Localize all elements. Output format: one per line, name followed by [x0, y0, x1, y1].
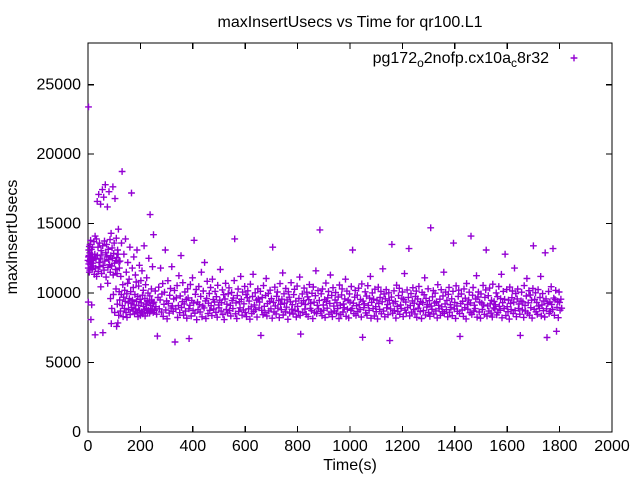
x-tick-label: 2000: [594, 438, 630, 455]
axis-ticks: [87, 43, 613, 433]
x-tick-label: 1400: [437, 438, 473, 455]
y-tick-label: 0: [72, 424, 81, 441]
legend-label-subscript: o: [417, 56, 424, 70]
chart-title: maxInsertUsecs vs Time for qr100.L1: [218, 14, 483, 31]
x-axis-label: Time(s): [323, 457, 377, 474]
legend-label: pg172o2nofp.cx10ac8r32: [373, 50, 550, 70]
legend-label-part: 8r32: [517, 50, 549, 67]
axis-tick-labels: 0 200 400 600 800 1000 1200 1400 1600 1800 2000050…: [37, 77, 630, 455]
y-axis-label: maxInsertUsecs: [4, 180, 21, 295]
legend-label-part: 2nofp.cx10a: [424, 50, 511, 67]
x-tick-label: 0: [84, 438, 93, 455]
legend-point-marker-icon: [570, 54, 578, 62]
scatter-points: [84, 103, 566, 346]
y-tick-label: 5000: [45, 355, 81, 372]
x-tick-label: 600: [232, 438, 259, 455]
x-tick-label: 400: [179, 438, 206, 455]
y-tick-label: 15000: [37, 216, 82, 233]
x-tick-label: 1800: [542, 438, 578, 455]
x-tick-label: 1200: [385, 438, 421, 455]
legend-label-part: pg172: [373, 50, 418, 67]
y-tick-label: 20000: [37, 146, 82, 163]
y-tick-label: 10000: [37, 285, 82, 302]
y-tick-label: 25000: [37, 77, 82, 94]
legend-label-subscript: c: [511, 56, 517, 70]
x-tick-label: 200: [127, 438, 154, 455]
x-tick-label: 800: [284, 438, 311, 455]
plot-border: [87, 42, 613, 433]
x-tick-label: 1000: [332, 438, 368, 455]
x-tick-label: 1600: [489, 438, 525, 455]
